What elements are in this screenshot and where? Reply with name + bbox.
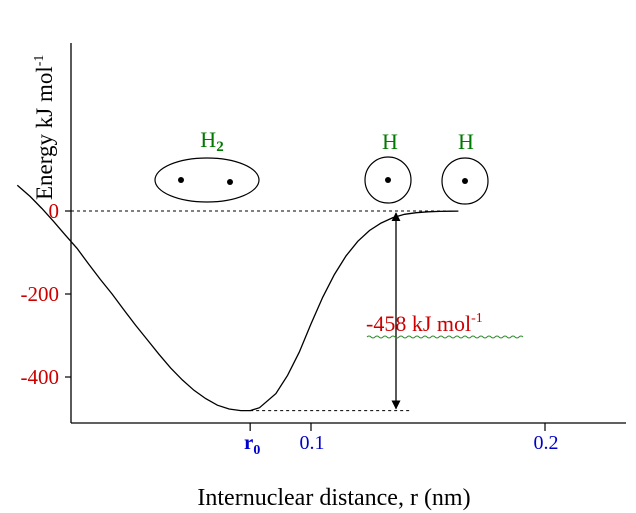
y-axis-label-main: Energy kJ mol bbox=[32, 66, 57, 200]
x-tick-label: 0.2 bbox=[534, 432, 559, 454]
potential-energy-curve bbox=[16, 184, 459, 412]
h2-molecule-ellipse bbox=[154, 157, 260, 203]
dissociation-label-main: -458 kJ mol bbox=[366, 311, 471, 336]
y-tick-label: -400 bbox=[21, 365, 60, 389]
h-atom-label: H bbox=[382, 129, 398, 154]
y-tick-label: 0 bbox=[49, 199, 60, 223]
dissociation-energy-label: -458 kJ mol-1 bbox=[366, 311, 483, 336]
h-atom-circle bbox=[364, 156, 412, 204]
h-atom-nucleus-dot bbox=[385, 177, 391, 183]
h-atom-label: H bbox=[458, 129, 474, 154]
spellcheck-squiggle bbox=[366, 335, 524, 339]
x-axis-label: Internuclear distance, r (nm) bbox=[197, 485, 470, 511]
h2-molecule-label: H2 bbox=[200, 127, 223, 155]
h-atom-circle bbox=[441, 157, 489, 205]
y-axis-label-sup: -1 bbox=[32, 55, 47, 67]
x-tick-label-r0: r0 bbox=[244, 430, 260, 458]
h2-label-sub: 2 bbox=[216, 139, 224, 155]
r0-label-sub: 0 bbox=[253, 443, 260, 458]
h-atom-nucleus-dot bbox=[462, 178, 468, 184]
y-axis-label: Energy kJ mol-1 bbox=[32, 55, 57, 200]
h2-nucleus-dot bbox=[178, 177, 184, 183]
x-tick-label: 0.1 bbox=[300, 432, 325, 454]
r0-label-main: r bbox=[244, 430, 253, 454]
y-tick-label: -200 bbox=[21, 282, 60, 306]
h2-nucleus-dot bbox=[227, 179, 233, 185]
h2-label-main: H bbox=[200, 127, 216, 152]
dissociation-label-sup: -1 bbox=[471, 311, 483, 326]
